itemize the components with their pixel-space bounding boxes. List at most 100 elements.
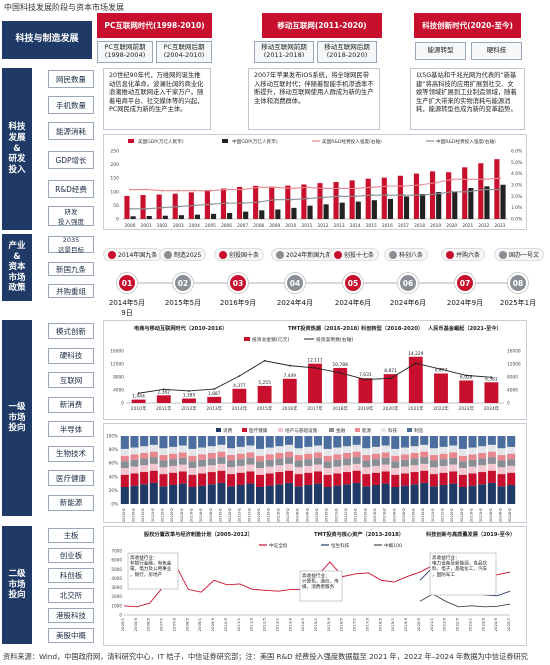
policy-label: 创投国十条 — [229, 252, 260, 259]
stack-segment — [439, 465, 448, 473]
index-line-chart: 股权分置改革与经济刺激计划（2005-2012） TMT投资与核心资产（2013-… — [111, 530, 515, 631]
x-tick-label: 2003 — [173, 223, 184, 229]
point-us-rd — [209, 189, 212, 192]
stack-segment — [352, 463, 361, 471]
stack-segment — [294, 448, 303, 456]
y-tick-label: 100 — [110, 189, 119, 195]
gdp-chart-frame: 美国GDP(万亿人民币) 中国GDP(万亿人民币) 美国R&D经费投入强度(右轴) 中… — [103, 134, 527, 230]
x-tick-label: 2020H2 — [228, 508, 232, 522]
stack-segment — [130, 454, 139, 460]
x-tick-label: 2019/1 — [390, 617, 395, 631]
y-tick-label: 4000 — [113, 388, 124, 394]
y2-tick-label: 8000 — [507, 375, 518, 381]
stack-segment — [507, 446, 516, 454]
y2-tick-label: 0.0% — [511, 217, 523, 223]
data-label: 6,381 — [485, 376, 498, 382]
stack-segment — [487, 470, 496, 483]
market-tag: 新能源 — [48, 494, 94, 511]
policy-dot-icon — [164, 250, 172, 259]
x-tick-label: 2019年 — [358, 405, 374, 412]
stack-segment — [458, 487, 467, 504]
x-tick-label: 2023H1 — [373, 508, 377, 522]
point-us-rd — [193, 189, 196, 192]
stack-segment — [420, 444, 429, 452]
bar-cn-gdp — [355, 201, 361, 219]
legend-label: 投资案例数(右轴) — [316, 336, 353, 343]
stack-segment — [227, 448, 236, 456]
desc-pc-era: 20世纪90年代，万维网的诞生推动信息化革命。波澜壮阔的商业化浪潮推动互联网走入… — [103, 68, 211, 130]
data-label: 12,111 — [307, 358, 323, 364]
point-us-rd — [450, 178, 453, 181]
y2-tick-label: 16000 — [507, 349, 521, 355]
x-tick-label: 2020H2 — [421, 508, 425, 522]
stack-segment — [313, 464, 323, 472]
x-tick-label: 2011年 — [156, 405, 172, 412]
stack-segment — [468, 473, 477, 486]
stack-segment — [420, 463, 429, 471]
stack-segment — [313, 471, 323, 484]
annotation-text: 高收益行业： — [432, 554, 460, 561]
x-tick-label: 2016/5 — [339, 617, 344, 631]
stack-segment — [236, 459, 245, 466]
point-us-rd — [225, 188, 228, 191]
stack-segment — [429, 455, 438, 461]
era-pc-internet: PC互联网时代 (1998-2010) — [97, 13, 212, 38]
annotation-text: 属，电力及公用事业 — [130, 565, 172, 572]
policy-tag: 国办一号文 — [494, 248, 545, 261]
phase-label: TMT投资与核心资产（2013-2018） — [314, 530, 404, 538]
stack-segment — [410, 484, 419, 504]
stack-segment — [178, 464, 187, 472]
stack-segment — [410, 446, 419, 453]
x-tick-label: 2008/5 — [184, 617, 189, 631]
y-tick-label: 200 — [110, 162, 119, 168]
stack-segment — [487, 482, 496, 504]
stack-segment — [400, 473, 409, 486]
stack-segment — [468, 447, 477, 455]
stack-segment — [198, 485, 207, 504]
policy-number-badge: 08 — [508, 273, 528, 293]
market-tag: 主板 — [48, 528, 94, 543]
stack-segment — [304, 465, 313, 473]
stack-segment — [342, 453, 352, 459]
stack-segment — [217, 470, 226, 483]
x-tick-label: 2017/9 — [364, 617, 369, 631]
stack-segment — [178, 457, 187, 465]
y-tick-label: 100% — [106, 434, 118, 439]
stack-segment — [429, 436, 438, 449]
bar-cn-gdp — [484, 186, 490, 219]
stack-segment — [304, 459, 313, 466]
stack-segment — [381, 471, 390, 484]
era-range: (2020-至今) — [467, 21, 513, 30]
x-tick-label: 2024H2 — [499, 508, 503, 522]
stack-segment — [420, 436, 429, 445]
bar-us-gdp — [478, 163, 484, 219]
x-tick-label: 2019/9 — [403, 617, 408, 631]
stack-segment — [497, 467, 506, 475]
point-us-rd — [129, 188, 132, 191]
policy-date: 2015年5月 — [164, 299, 202, 307]
data-label: 2,362 — [158, 389, 171, 395]
desc-tech-era: 以5G基站和千兆光网为代表的“新基建”将高科技的应用扩展到社交、文娱等领域扩展到… — [410, 68, 525, 130]
stack-segment — [449, 464, 458, 472]
stack-segment — [362, 467, 371, 475]
point-us-rd — [305, 186, 308, 189]
stack-segment — [178, 483, 187, 504]
stack-segment — [468, 485, 477, 504]
bar-invest-amount — [207, 396, 222, 403]
stack-segment — [188, 455, 197, 462]
stack-segment — [217, 444, 226, 452]
y-tick-label: 40% — [109, 474, 118, 479]
policy-number-badge: 06 — [398, 273, 418, 293]
x-tick-label: 2023H1 — [180, 508, 184, 522]
x-tick-label: 2007/1 — [159, 617, 164, 631]
bar-us-gdp — [140, 195, 146, 219]
x-tick-label: 2021/1 — [429, 617, 434, 631]
stack-segment — [227, 474, 236, 487]
stack-segment — [149, 436, 158, 445]
bar-cn-gdp — [162, 215, 168, 219]
section-secondary-market: 二级 市场 投向 — [2, 526, 32, 644]
stack-segment — [313, 436, 323, 446]
stack-segment — [371, 453, 380, 460]
stack-segment — [313, 483, 323, 504]
stack-segment — [362, 436, 371, 449]
